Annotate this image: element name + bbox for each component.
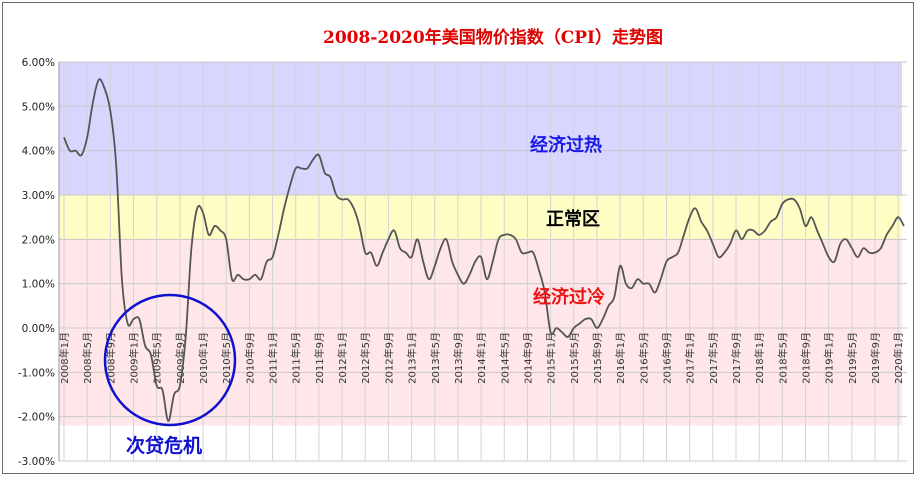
y-tick-label: 1.00% <box>22 279 55 291</box>
x-tick-label: 2010年9月 <box>243 332 256 384</box>
x-tick-label: 2009年5月 <box>151 332 164 384</box>
x-tick-label: 2013年9月 <box>452 332 465 384</box>
y-tick-label: 0.00% <box>22 323 55 335</box>
x-tick-label: 2018年1月 <box>753 332 766 384</box>
x-tick-label: 2015年1月 <box>545 332 558 384</box>
y-axis-ticks: 6.00% 5.00% 4.00% 3.00% 2.00% 1.00% 0.00% -1.00… <box>18 57 55 468</box>
x-axis-ticks: 2008年1月 2008年5月 2008年9月 2009年1月 2009年5月 2009年… <box>58 332 905 384</box>
y-tick-label: 4.00% <box>22 146 55 158</box>
x-tick-label: 2016年5月 <box>637 332 650 384</box>
chart-title: 2008-2020年美国物价指数（CPI）走势图 <box>323 27 663 48</box>
x-tick-label: 2017年5月 <box>707 332 720 384</box>
series-line <box>63 78 905 423</box>
x-tick-label: 2010年1月 <box>197 332 210 384</box>
x-tick-label: 2014年1月 <box>475 332 488 384</box>
x-tick-label: 2012年1月 <box>336 332 349 384</box>
x-tick-label: 2016年1月 <box>614 332 627 384</box>
x-tick-label: 2014年9月 <box>521 332 534 384</box>
x-tick-label: 2020年1月 <box>892 332 905 384</box>
zone-band-2 <box>59 239 902 426</box>
crisis-circle <box>103 293 237 427</box>
zone-band-0 <box>59 62 902 195</box>
zone-band-1 <box>59 195 902 240</box>
y-tick-label: 5.00% <box>22 101 55 113</box>
x-tick-label: 2008年5月 <box>81 332 94 384</box>
x-tick-label: 2017年1月 <box>684 332 697 384</box>
x-tick-label: 2015年5月 <box>568 332 581 384</box>
y-tick-label: 3.00% <box>22 190 55 202</box>
cpi-line-chart: 2008-2020年美国物价指数（CPI）走势图 6.00% 5.00% 4.00%… <box>18 27 907 468</box>
x-tick-label: 2011年5月 <box>290 332 303 384</box>
x-tick-label: 2019年1月 <box>823 332 836 384</box>
x-tick-label: 2015年9月 <box>591 332 604 384</box>
zone-label-2: 经济过冷 <box>533 286 605 308</box>
zone-label-0: 经济过热 <box>530 134 602 156</box>
x-tick-label: 2013年5月 <box>429 332 442 384</box>
zone-label-1: 正常区 <box>546 208 600 230</box>
zone-bands <box>59 62 902 426</box>
x-tick-label: 2012年5月 <box>359 332 372 384</box>
y-tick-label: 6.00% <box>22 57 55 69</box>
y-tick-label: -2.00% <box>18 412 55 424</box>
x-tick-label: 2008年1月 <box>58 332 71 384</box>
x-tick-label: 2014年5月 <box>498 332 511 384</box>
y-tick-label: 2.00% <box>22 234 55 246</box>
x-tick-label: 2017年9月 <box>730 332 743 384</box>
x-tick-label: 2010年5月 <box>220 332 233 384</box>
x-tick-label: 2013年1月 <box>406 332 419 384</box>
x-tick-label: 2019年5月 <box>846 332 859 384</box>
x-tick-label: 2009年9月 <box>174 332 187 384</box>
crisis-label: 次贷危机 <box>126 434 202 457</box>
x-tick-label: 2018年9月 <box>800 332 813 384</box>
x-tick-label: 2011年9月 <box>313 332 326 384</box>
x-tick-label: 2009年1月 <box>128 332 141 384</box>
y-tick-label: -1.00% <box>18 367 55 379</box>
x-tick-label: 2011年1月 <box>267 332 280 384</box>
x-tick-label: 2016年9月 <box>660 332 673 384</box>
x-tick-label: 2019年9月 <box>869 332 882 384</box>
x-tick-label: 2012年9月 <box>382 332 395 384</box>
x-tick-label: 2018年5月 <box>776 332 789 384</box>
y-tick-label: -3.00% <box>18 456 55 468</box>
